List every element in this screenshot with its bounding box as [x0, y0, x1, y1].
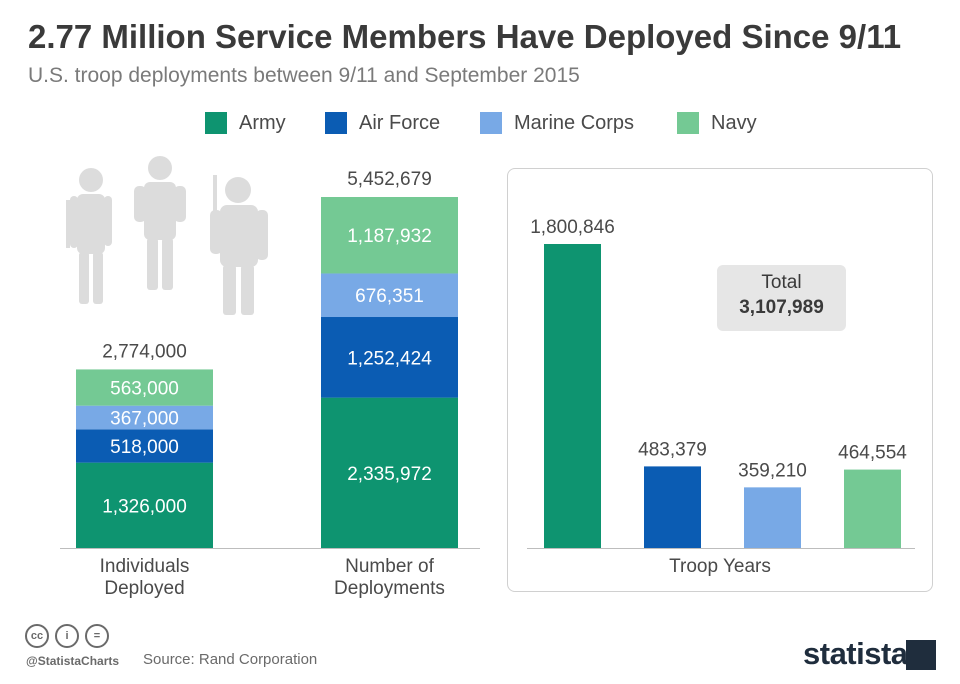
troop-years-value-label: 464,554	[838, 443, 907, 464]
bar-segment-air-force	[76, 429, 213, 463]
stacked-bars-layer: 1,326,000 518,000 367,000 563,000 2,774,000 I…	[60, 169, 480, 599]
category-label: Deployed	[104, 578, 184, 599]
troop-years-bars-layer: 1,800,846 483,379 359,210 464,554 Troop Year…	[527, 217, 915, 577]
twitter-handle: @StatistaCharts	[26, 654, 120, 668]
no-derivatives-icon: =	[85, 624, 109, 648]
bar-segment-label: 1,187,932	[347, 226, 432, 247]
legend-item-army: Army	[205, 110, 286, 136]
total-value: 3,107,989	[739, 297, 824, 318]
legend-item-navy: Navy	[677, 110, 757, 136]
bar-segment-army	[76, 462, 213, 548]
legend-label: Army	[239, 111, 286, 134]
bar-total-label: 2,774,000	[102, 341, 187, 362]
troop-years-bar-air-force	[644, 466, 701, 548]
troop-years-panel	[507, 168, 933, 592]
bar-segment-label: 367,000	[110, 408, 179, 429]
bar-segment-navy	[321, 197, 458, 274]
bar-segment-army	[321, 397, 458, 548]
bar-segment-label: 1,252,424	[347, 348, 432, 369]
troop-years-axis-label: Troop Years	[669, 556, 771, 577]
bar-total-label: 5,452,679	[347, 169, 432, 190]
total-label: Total	[761, 272, 802, 293]
legend-swatch	[677, 112, 699, 134]
source-note: Source: Rand Corporation	[143, 651, 318, 668]
chart-title: 2.77 Million Service Members Have Deploy…	[28, 18, 902, 55]
legend-swatch	[480, 112, 502, 134]
troop-years-value-label: 483,379	[638, 439, 707, 460]
creative-commons-icon: cc	[25, 624, 49, 648]
category-label: Individuals	[100, 556, 190, 577]
troop-years-value-label: 1,800,846	[530, 217, 615, 238]
troop-years-bar-navy	[844, 469, 901, 548]
bar-segment-label: 563,000	[110, 379, 179, 400]
bar-segment-label: 1,326,000	[102, 496, 187, 517]
statista-logo-icon	[906, 640, 936, 670]
total-box: Total 3,107,989	[717, 265, 846, 331]
legend-item-marine-corps: Marine Corps	[480, 110, 634, 136]
bar-segment-air-force	[321, 317, 458, 398]
legend-swatch	[325, 112, 347, 134]
legend-label: Air Force	[359, 111, 441, 134]
chart-subtitle: U.S. troop deployments between 9/11 and …	[28, 64, 580, 87]
bar-segment-marine-corps	[321, 273, 458, 318]
attribution-icon: i	[55, 624, 79, 648]
bar-segment-label: 676,351	[355, 286, 424, 307]
category-label: Number of	[345, 556, 434, 577]
statista-logo-text: statista	[803, 636, 908, 671]
bar-segment-label: 518,000	[110, 437, 179, 458]
category-label: Deployments	[334, 578, 445, 599]
bar-segment-navy	[76, 369, 213, 406]
legend-label: Navy	[711, 111, 757, 134]
soldier-silhouettes-illustration	[66, 156, 268, 315]
troop-years-bar-marine-corps	[744, 487, 801, 548]
bar-segment-label: 2,335,972	[347, 464, 432, 485]
license-icons: cc i =	[25, 624, 109, 648]
legend-swatch	[205, 112, 227, 134]
legend: Army Air Force Marine Corps Navy	[0, 108, 960, 138]
bar-segment-marine-corps	[76, 405, 213, 430]
legend-label: Marine Corps	[514, 111, 635, 134]
legend-item-air-force: Air Force	[325, 110, 440, 136]
troop-years-bar-army	[544, 244, 601, 548]
troop-years-value-label: 359,210	[738, 460, 807, 481]
